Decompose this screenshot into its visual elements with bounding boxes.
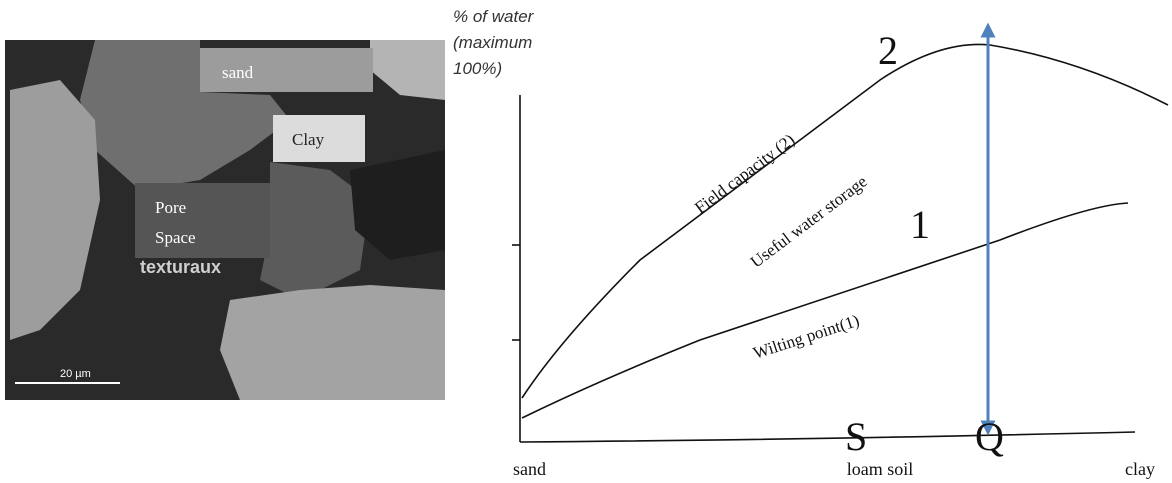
x-label: sand [513, 459, 546, 479]
axis-title: 100%) [453, 59, 502, 78]
label-box [200, 48, 373, 92]
curve-marker: 2 [878, 28, 898, 73]
matrix [260, 162, 370, 300]
sand-grain [10, 80, 100, 340]
pore-label: Space [155, 228, 196, 247]
x-label: loam soil [847, 459, 914, 479]
field-capacity-curve [521, 43, 1169, 399]
pore-label: Pore [155, 198, 186, 217]
axis-title: (maximum [453, 33, 532, 52]
sand-label: sand [222, 63, 254, 82]
micrograph: sand Clay Pore Space texturaux 20 µm [5, 40, 445, 400]
label-box [273, 115, 365, 162]
clay-label: Clay [292, 130, 325, 149]
sand-grain [220, 285, 445, 400]
matrix [80, 40, 290, 190]
diagram [512, 43, 1169, 443]
curve-marker: 1 [910, 202, 930, 247]
point-label: Q [975, 414, 1004, 459]
curve-label: Wilting point(1) [751, 311, 862, 363]
sand-grain [370, 40, 445, 100]
curve-label: Useful water storage [747, 172, 871, 272]
wilting-point-curve [521, 202, 1129, 419]
label-box [135, 183, 270, 258]
axis-title: % of water [453, 7, 535, 26]
point-label: S [845, 414, 867, 459]
baseline-curve [519, 431, 1136, 443]
grain [350, 150, 445, 260]
scale-label: 20 µm [60, 368, 91, 380]
embedded-text: texturaux [140, 257, 221, 277]
curve-label: Field capacity (2) [691, 130, 798, 217]
x-label: clay [1125, 459, 1155, 479]
